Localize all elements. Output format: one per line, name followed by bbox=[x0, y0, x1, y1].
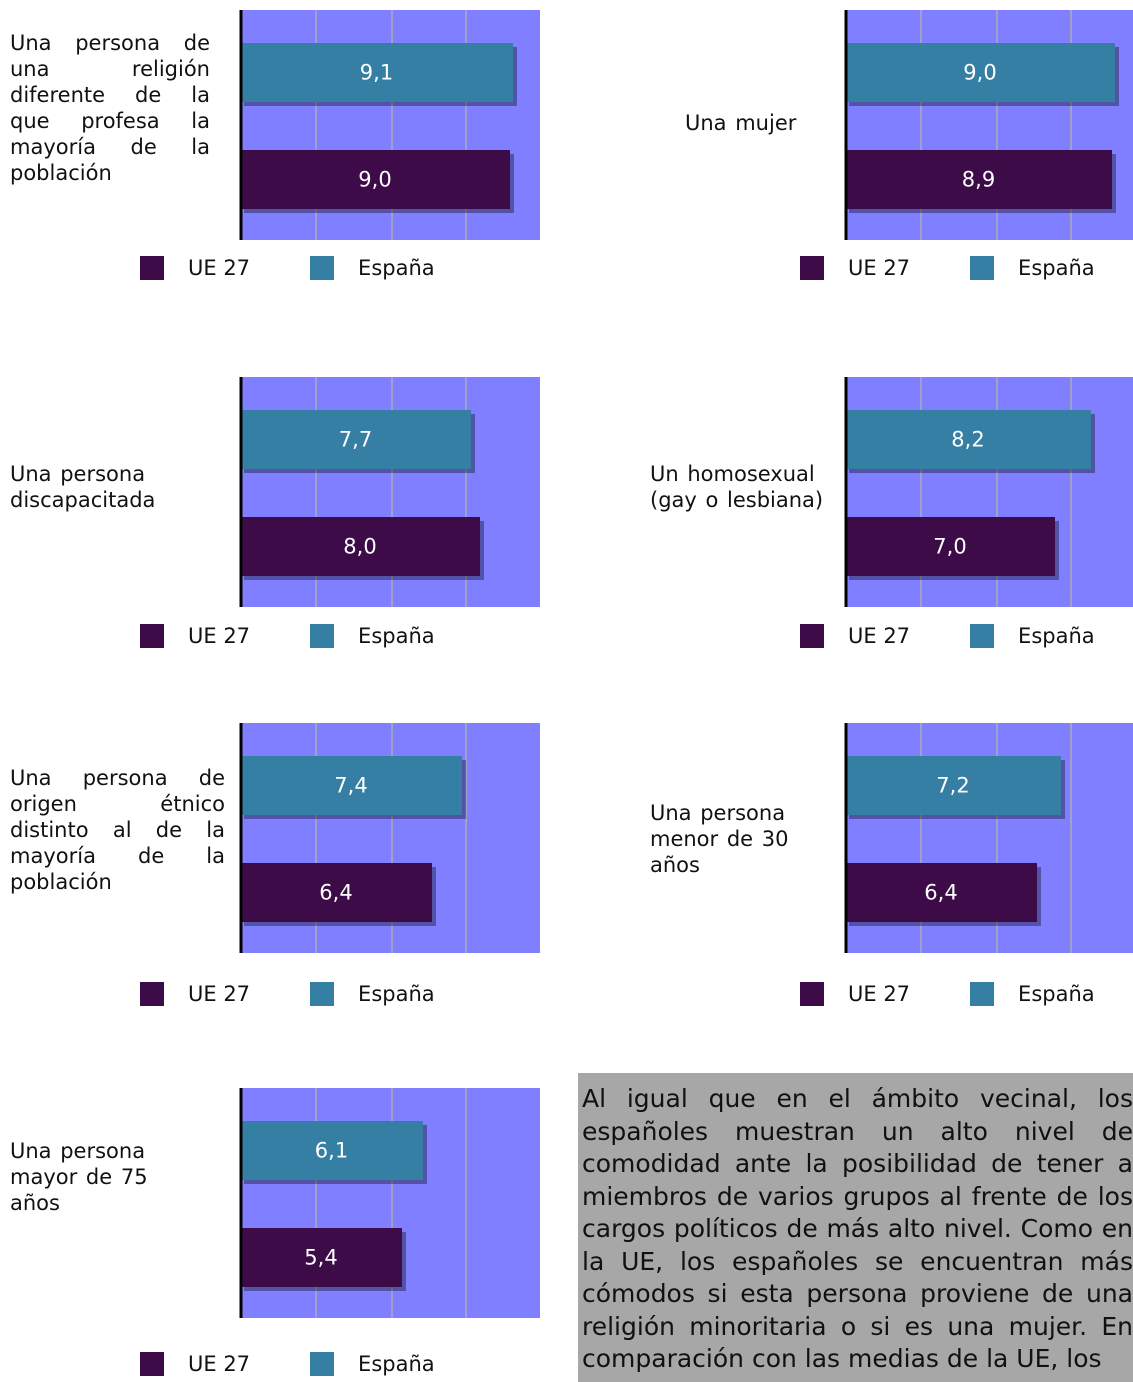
chart-legend: UE 27 España bbox=[800, 624, 1095, 648]
chart-legend: UE 27 España bbox=[800, 982, 1095, 1006]
category-label: Una persona discapacitada bbox=[10, 462, 156, 512]
legend-swatch-ue bbox=[140, 982, 164, 1006]
category-label: Un homosexual (gay o lesbiana) bbox=[650, 462, 824, 512]
chart-legend: UE 27 España bbox=[140, 1352, 435, 1376]
data-label: 8,0 bbox=[343, 535, 376, 559]
chart-legend: UE 27 España bbox=[140, 624, 435, 648]
legend-swatch-ue bbox=[140, 1352, 164, 1376]
category-label: Una persona mayor de 75 años bbox=[10, 1139, 148, 1215]
bar-ue27 bbox=[240, 150, 510, 209]
bar-espana bbox=[845, 410, 1091, 469]
bar-ue27 bbox=[240, 863, 432, 922]
bar-chart: 9,0 8,9 bbox=[844, 10, 1133, 240]
legend-swatch-es bbox=[310, 1352, 335, 1376]
legend-label-es: España bbox=[358, 982, 435, 1006]
data-label: 8,2 bbox=[951, 428, 984, 452]
legend-swatch-ue bbox=[800, 624, 824, 648]
legend-label-ue: UE 27 bbox=[848, 256, 911, 280]
bar-ue27 bbox=[240, 517, 480, 576]
bar-espana bbox=[240, 410, 471, 469]
category-label: Una mujer bbox=[685, 111, 797, 135]
bar-chart: 9,1 9,0 bbox=[239, 10, 540, 240]
bar-espana bbox=[240, 43, 513, 102]
chart-legend: UE 27 España bbox=[140, 256, 435, 280]
category-label: Una persona de una religión diferente de… bbox=[10, 31, 210, 185]
bar-ue27 bbox=[845, 863, 1037, 922]
bar-chart: 7,7 8,0 bbox=[239, 377, 540, 607]
data-label: 7,4 bbox=[334, 774, 367, 798]
category-label: Una persona de origen étnico distinto al… bbox=[10, 766, 225, 894]
data-label: 7,2 bbox=[936, 774, 969, 798]
bar-ue27 bbox=[845, 150, 1112, 209]
commentary-text: Al igual que en el ámbito vecinal, los e… bbox=[578, 1073, 1133, 1382]
bar-espana bbox=[240, 756, 462, 815]
legend-swatch-es bbox=[970, 624, 995, 648]
data-label: 9,0 bbox=[358, 168, 391, 192]
bar-espana bbox=[240, 1121, 423, 1180]
data-label: 5,4 bbox=[304, 1246, 337, 1270]
bar-chart: 7,2 6,4 bbox=[844, 723, 1133, 953]
legend-swatch-es bbox=[310, 624, 335, 648]
bar-chart: 6,1 5,4 bbox=[239, 1088, 540, 1318]
legend-label-ue: UE 27 bbox=[188, 256, 251, 280]
data-label: 7,0 bbox=[933, 535, 966, 559]
data-label: 6,1 bbox=[315, 1139, 348, 1163]
legend-label-es: España bbox=[1018, 256, 1095, 280]
legend-swatch-es bbox=[310, 256, 335, 280]
legend-swatch-es bbox=[310, 982, 335, 1006]
data-label: 9,1 bbox=[360, 61, 393, 85]
legend-label-es: España bbox=[1018, 982, 1095, 1006]
bar-espana bbox=[845, 43, 1115, 102]
legend-label-es: España bbox=[358, 1352, 435, 1376]
data-label: 8,9 bbox=[962, 168, 995, 192]
data-label: 6,4 bbox=[319, 881, 352, 905]
legend-label-ue: UE 27 bbox=[188, 624, 251, 648]
chart-legend: UE 27 España bbox=[140, 982, 435, 1006]
data-label: 9,0 bbox=[963, 61, 996, 85]
legend-label-ue: UE 27 bbox=[188, 1352, 251, 1376]
legend-label-ue: UE 27 bbox=[848, 624, 911, 648]
legend-swatch-ue bbox=[800, 982, 824, 1006]
legend-label-ue: UE 27 bbox=[188, 982, 251, 1006]
legend-label-es: España bbox=[358, 624, 435, 648]
bar-chart: 7,4 6,4 bbox=[239, 723, 540, 953]
category-label: Una persona menor de 30 años bbox=[650, 801, 789, 877]
legend-swatch-es bbox=[970, 256, 995, 280]
legend-swatch-ue bbox=[140, 624, 164, 648]
chart-legend: UE 27 España bbox=[800, 256, 1095, 280]
legend-swatch-ue bbox=[140, 256, 164, 280]
legend-swatch-es bbox=[970, 982, 995, 1006]
legend-label-es: España bbox=[358, 256, 435, 280]
data-label: 6,4 bbox=[924, 881, 957, 905]
bar-chart: 8,2 7,0 bbox=[844, 377, 1133, 607]
legend-label-ue: UE 27 bbox=[848, 982, 911, 1006]
legend-label-es: España bbox=[1018, 624, 1095, 648]
legend-swatch-ue bbox=[800, 256, 824, 280]
bar-espana bbox=[845, 756, 1061, 815]
data-label: 7,7 bbox=[339, 428, 372, 452]
bar-ue27 bbox=[845, 517, 1055, 576]
bar-ue27 bbox=[240, 1228, 402, 1287]
